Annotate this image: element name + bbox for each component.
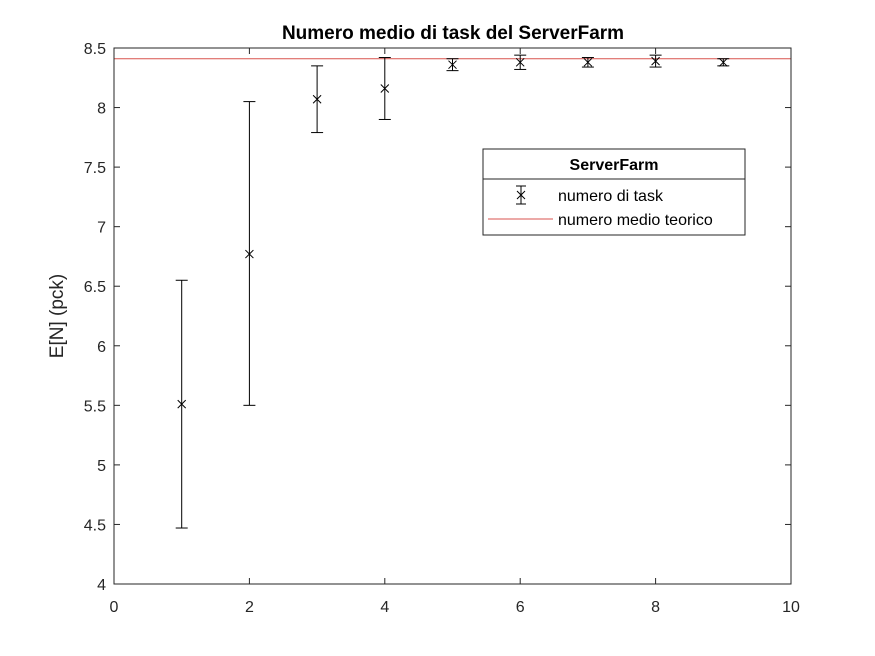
x-tick-label: 2 — [245, 599, 254, 616]
y-tick-label: 5 — [97, 458, 106, 475]
x-marker — [312, 94, 322, 104]
y-tick-label: 8.5 — [84, 41, 106, 58]
data-point — [649, 54, 662, 68]
axes-frame — [113, 47, 792, 585]
y-tick-label: 8 — [97, 101, 106, 118]
legend-x-marker — [516, 190, 526, 200]
x-marker — [718, 57, 728, 67]
x-marker — [245, 249, 254, 259]
y-tick-label: 6.5 — [84, 279, 106, 296]
legend-box — [482, 148, 746, 236]
chart-title: Numero medio di task del ServerFarm — [282, 23, 624, 44]
x-marker — [651, 56, 660, 66]
y-tick-label: 6 — [97, 339, 106, 356]
data-point — [581, 57, 594, 68]
x-marker — [515, 57, 525, 67]
legend-label-numero-di-task: numero di task — [558, 188, 664, 205]
y-tick-label: 4 — [97, 577, 106, 594]
data-point — [514, 54, 527, 70]
data-point — [717, 57, 730, 67]
x-marker — [448, 60, 457, 70]
x-marker — [583, 57, 593, 67]
x-axis: 0 2 4 6 8 10 — [110, 48, 800, 616]
legend: ServerFarm numero di task numero medio teo… — [482, 148, 746, 236]
x-tick-label: 4 — [380, 599, 389, 616]
plot-area — [113, 47, 792, 585]
x-tick-label: 6 — [516, 599, 525, 616]
data-point — [446, 58, 459, 72]
y-tick-label: 7.5 — [84, 160, 106, 177]
y-tick-label: 7 — [97, 220, 106, 237]
y-axis: 4 4.5 5 5.5 6 6.5 7 7.5 8 8.5 — [84, 41, 791, 594]
x-tick-label: 0 — [110, 599, 119, 616]
x-marker — [177, 399, 187, 409]
x-tick-label: 8 — [651, 599, 660, 616]
x-marker — [380, 84, 390, 93]
x-tick-label: 10 — [782, 599, 800, 616]
data-point — [311, 65, 324, 134]
legend-title: ServerFarm — [570, 157, 659, 174]
axes-background — [114, 48, 791, 584]
y-tick-label: 4.5 — [84, 517, 106, 534]
data-point — [175, 279, 188, 529]
y-axis-label: E[N] (pck) — [47, 274, 68, 358]
legend-label-numero-medio-teorico: numero medio teorico — [558, 212, 713, 229]
y-tick-label: 5.5 — [84, 398, 106, 415]
data-point — [378, 57, 391, 120]
data-point — [243, 101, 256, 406]
